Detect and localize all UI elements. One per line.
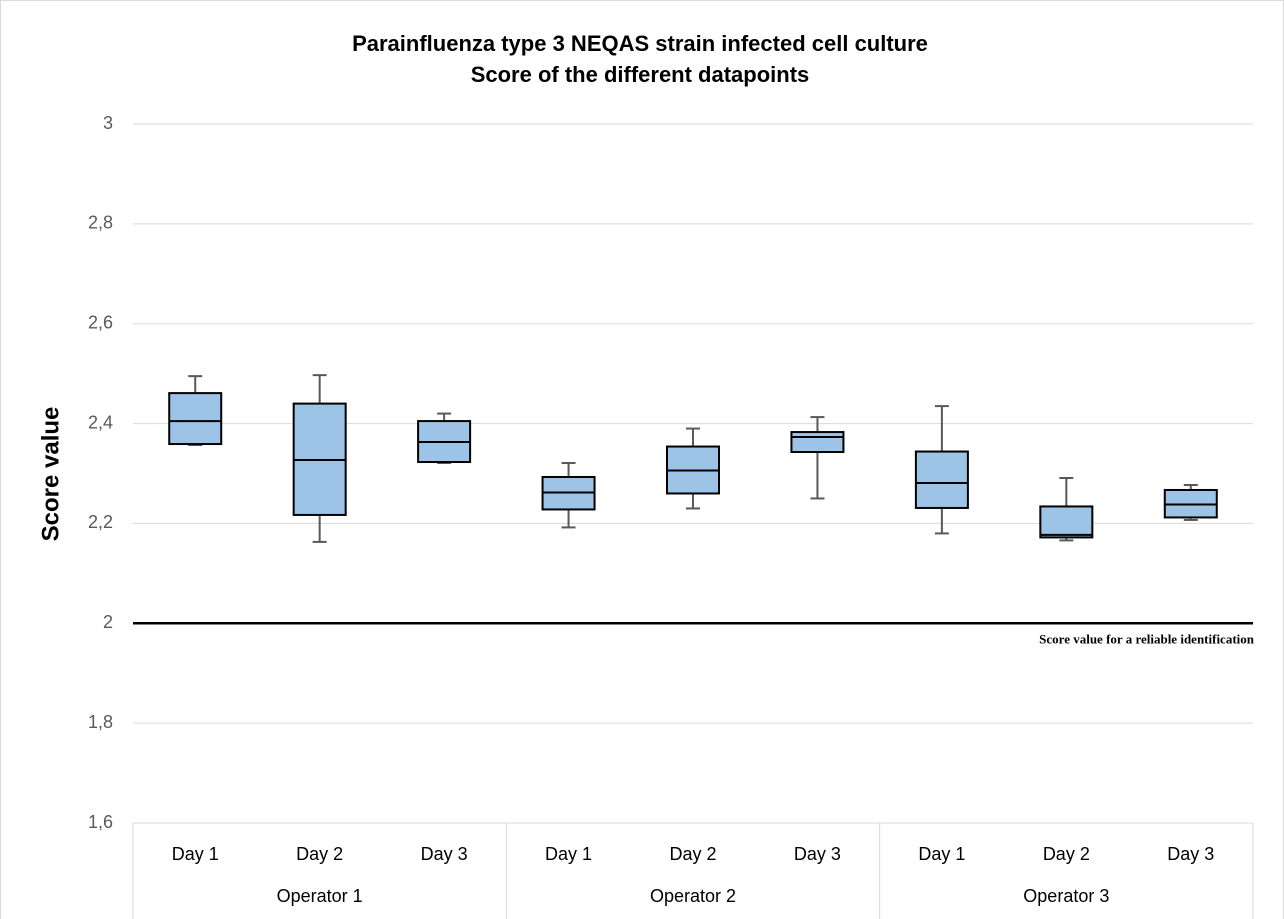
x-tick-label: Day 2: [1043, 844, 1090, 864]
chart-title: Parainfluenza type 3 NEQAS strain infect…: [352, 31, 928, 56]
x-tick-label: Day 1: [918, 844, 965, 864]
chart-subtitle: Score of the different datapoints: [471, 62, 810, 87]
group-label: Operator 3: [1023, 886, 1109, 906]
x-tick-label: Day 1: [545, 844, 592, 864]
y-tick-label: 2,2: [88, 512, 113, 532]
x-tick-label: Day 3: [794, 844, 841, 864]
reference-label: Score value for a reliable identificatio…: [1039, 631, 1255, 646]
x-tick-label: Day 3: [1167, 844, 1214, 864]
y-tick-label: 2,4: [88, 412, 113, 432]
group-label: Operator 1: [277, 886, 363, 906]
box: [914, 450, 969, 509]
x-tick-label: Day 2: [669, 844, 716, 864]
y-tick-label: 2: [103, 612, 113, 632]
y-axis-label: Score value: [37, 407, 64, 542]
y-tick-label: 3: [103, 113, 113, 133]
box: [790, 431, 845, 454]
group-label: Operator 2: [650, 886, 736, 906]
box: [1039, 505, 1094, 539]
x-tick-label: Day 1: [172, 844, 219, 864]
x-tick-label: Day 3: [421, 844, 468, 864]
y-tick-label: 2,8: [88, 213, 113, 233]
y-tick-label: 1,8: [88, 712, 113, 732]
box: [168, 392, 223, 446]
y-tick-label: 1,6: [88, 812, 113, 832]
y-tick-label: 2,6: [88, 312, 113, 332]
x-tick-label: Day 2: [296, 844, 343, 864]
